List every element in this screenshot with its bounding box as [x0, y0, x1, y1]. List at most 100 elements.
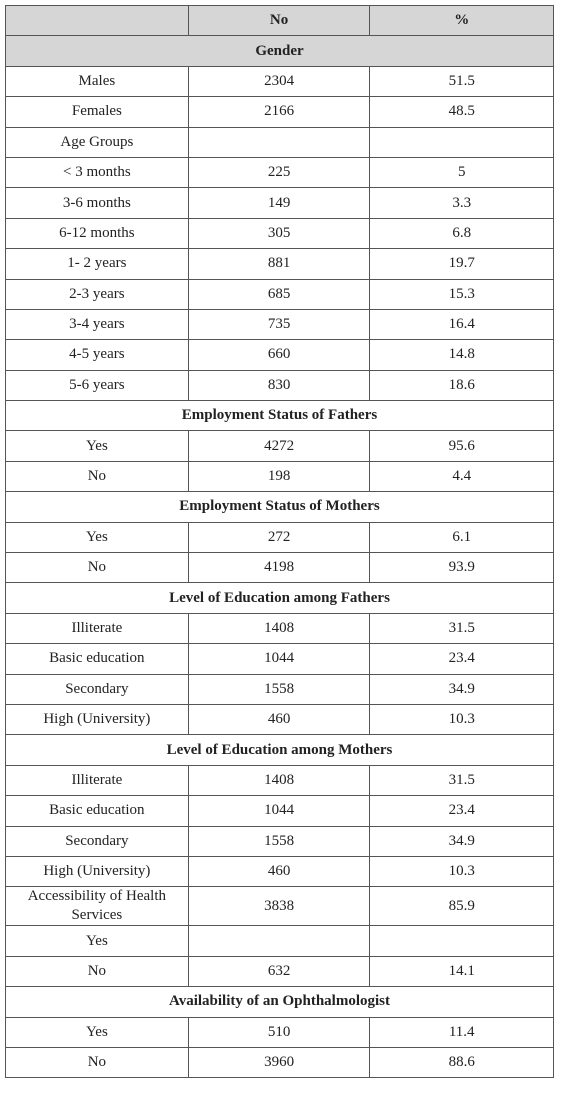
count-cell: 460 — [187, 855, 371, 888]
count-cell: 4198 — [187, 552, 371, 584]
count-cell: 685 — [187, 278, 371, 310]
row-label: Accessibility of Health Services — [5, 886, 189, 927]
row-label: 5-6 years — [5, 369, 189, 402]
row-label: Yes — [5, 925, 189, 957]
data-row: Basic education 1044 23.4 — [5, 795, 554, 827]
row-label: 6-12 months — [5, 217, 189, 250]
row-label: Yes — [5, 521, 189, 554]
data-row: Basic education 1044 23.4 — [5, 643, 554, 675]
data-row: Accessibility of Health Services 3838 85.9 — [5, 886, 554, 927]
data-row: 2-3 years 685 15.3 — [5, 278, 554, 310]
percent-cell: 10.3 — [369, 703, 554, 736]
row-label: 2-3 years — [5, 278, 189, 310]
row-label: 3-4 years — [5, 308, 189, 341]
count-cell: 198 — [187, 460, 371, 493]
row-label: Males — [5, 65, 189, 98]
percent-cell: 19.7 — [369, 248, 554, 280]
header-row: No % — [5, 4, 554, 37]
section-title: Level of Education among Mothers — [5, 734, 554, 766]
count-cell: 1408 — [187, 764, 371, 797]
percent-cell: 23.4 — [369, 795, 554, 827]
data-row: No 198 4.4 — [5, 460, 554, 493]
row-label: Yes — [5, 1016, 189, 1048]
section-title: Level of Education among Fathers — [5, 582, 554, 614]
percent-cell: 34.9 — [369, 673, 554, 705]
row-label: Secondary — [5, 673, 189, 705]
header-cell: No — [187, 4, 371, 37]
percent-cell: 34.9 — [369, 825, 554, 857]
count-cell: 1408 — [187, 612, 371, 645]
data-row: Yes 4272 95.6 — [5, 430, 554, 462]
row-label: Basic education — [5, 795, 189, 827]
row-label: No — [5, 1046, 189, 1079]
row-label: No — [5, 460, 189, 493]
count-cell — [187, 126, 371, 158]
data-row: Illiterate 1408 31.5 — [5, 764, 554, 797]
percent-cell: 88.6 — [369, 1046, 554, 1079]
section-row: Level of Education among Mothers — [5, 734, 554, 766]
count-cell — [187, 925, 371, 957]
data-row: High (University) 460 10.3 — [5, 855, 554, 888]
data-row: No 4198 93.9 — [5, 552, 554, 584]
count-cell: 1044 — [187, 643, 371, 675]
data-row: Illiterate 1408 31.5 — [5, 612, 554, 645]
percent-cell: 6.8 — [369, 217, 554, 250]
row-label: Illiterate — [5, 612, 189, 645]
row-label: < 3 months — [5, 156, 189, 189]
row-label: High (University) — [5, 703, 189, 736]
data-row: 6-12 months 305 6.8 — [5, 217, 554, 250]
data-row: 4-5 years 660 14.8 — [5, 339, 554, 371]
percent-cell: 93.9 — [369, 552, 554, 584]
row-label: Basic education — [5, 643, 189, 675]
count-cell: 1558 — [187, 673, 371, 705]
count-cell: 881 — [187, 248, 371, 280]
percent-cell: 14.8 — [369, 339, 554, 371]
count-cell: 735 — [187, 308, 371, 341]
header-cell: % — [369, 4, 554, 37]
count-cell: 272 — [187, 521, 371, 554]
data-row: Yes — [5, 925, 554, 957]
percent-cell: 3.3 — [369, 187, 554, 219]
row-label: High (University) — [5, 855, 189, 888]
percent-cell: 10.3 — [369, 855, 554, 888]
data-row: Males 2304 51.5 — [5, 65, 554, 98]
section-row: Gender — [5, 35, 554, 67]
percent-cell: 51.5 — [369, 65, 554, 98]
count-cell: 510 — [187, 1016, 371, 1048]
percent-cell: 16.4 — [369, 308, 554, 341]
percent-cell: 18.6 — [369, 369, 554, 402]
count-cell: 830 — [187, 369, 371, 402]
data-row: Yes 272 6.1 — [5, 521, 554, 554]
percent-cell: 6.1 — [369, 521, 554, 554]
count-cell: 2166 — [187, 96, 371, 128]
row-label: Age Groups — [5, 126, 189, 158]
percent-cell: 31.5 — [369, 764, 554, 797]
data-row: Age Groups — [5, 126, 554, 158]
data-row: No 3960 88.6 — [5, 1046, 554, 1079]
count-cell: 632 — [187, 955, 371, 988]
percent-cell: 48.5 — [369, 96, 554, 128]
percent-cell: 11.4 — [369, 1016, 554, 1048]
percent-cell: 5 — [369, 156, 554, 189]
row-label: 4-5 years — [5, 339, 189, 371]
percent-cell — [369, 925, 554, 957]
section-title: Employment Status of Mothers — [5, 491, 554, 523]
percent-cell: 4.4 — [369, 460, 554, 493]
section-title: Gender — [5, 35, 554, 67]
percent-cell: 14.1 — [369, 955, 554, 988]
data-row: 5-6 years 830 18.6 — [5, 369, 554, 402]
count-cell: 149 — [187, 187, 371, 219]
percent-cell: 15.3 — [369, 278, 554, 310]
percent-cell — [369, 126, 554, 158]
count-cell: 1044 — [187, 795, 371, 827]
count-cell: 660 — [187, 339, 371, 371]
count-cell: 2304 — [187, 65, 371, 98]
row-label: No — [5, 552, 189, 584]
count-cell: 3960 — [187, 1046, 371, 1079]
count-cell: 305 — [187, 217, 371, 250]
row-label: No — [5, 955, 189, 988]
count-cell: 4272 — [187, 430, 371, 462]
data-row: Yes 510 11.4 — [5, 1016, 554, 1048]
section-title: Employment Status of Fathers — [5, 400, 554, 432]
